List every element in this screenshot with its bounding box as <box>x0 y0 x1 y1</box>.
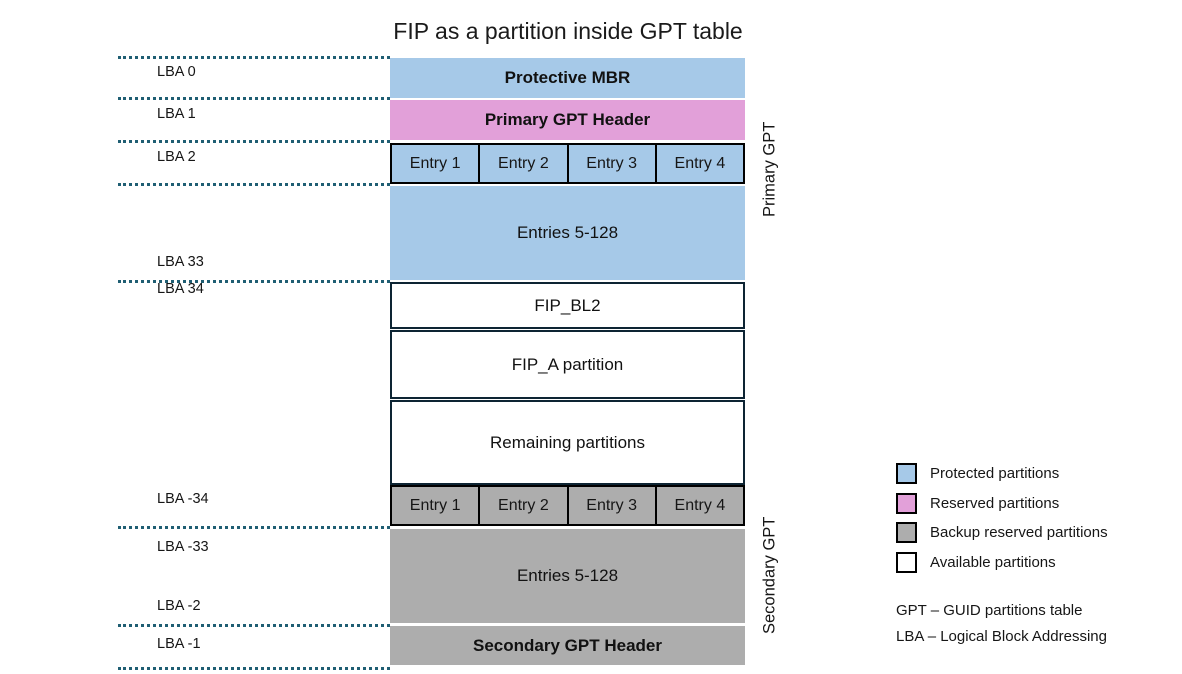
block-entries-5-128-primary: Entries 5-128 <box>390 186 745 280</box>
dotted-separator <box>118 624 390 627</box>
block-fip-a-partition: FIP_A partition <box>390 330 745 399</box>
lba-label-m1: LBA -1 <box>157 636 201 652</box>
legend-swatch-protected <box>896 462 917 484</box>
legend-label: Backup reserved partitions <box>930 523 1108 541</box>
dotted-separator <box>118 183 390 186</box>
legend-item-available: Available partitions <box>896 551 1056 573</box>
legend-swatch-backup <box>896 521 917 543</box>
dotted-separator <box>118 140 390 143</box>
entry-cell: Entry 4 <box>654 145 743 182</box>
entry-row-secondary: Entry 1 Entry 2 Entry 3 Entry 4 <box>390 485 745 526</box>
block-protective-mbr: Protective MBR <box>390 58 745 98</box>
block-primary-gpt-header: Primary GPT Header <box>390 100 745 140</box>
legend-swatch-available <box>896 551 917 573</box>
block-secondary-gpt-header: Secondary GPT Header <box>390 626 745 665</box>
block-fip-bl2: FIP_BL2 <box>390 282 745 329</box>
entry-cell: Entry 3 <box>566 487 655 524</box>
legend-label: Available partitions <box>930 553 1056 571</box>
entry-cell: Entry 2 <box>478 487 567 524</box>
entry-cell: Entry 2 <box>478 145 567 182</box>
entry-cell: Entry 3 <box>566 145 655 182</box>
lba-label-m2: LBA -2 <box>157 598 201 614</box>
dotted-separator <box>118 667 390 670</box>
legend-label: Reserved partitions <box>930 494 1060 512</box>
legend-item-protected: Protected partitions <box>896 462 1059 484</box>
lba-label-33: LBA 33 <box>157 254 204 270</box>
legend-label: Protected partitions <box>930 464 1060 482</box>
block-entries-5-128-secondary: Entries 5-128 <box>390 529 745 623</box>
dotted-separator <box>118 526 390 529</box>
legend-swatch-reserved <box>896 492 917 514</box>
entry-cell: Entry 4 <box>654 487 743 524</box>
secondary-gpt-side-label: Secondary GPT <box>760 516 779 634</box>
abbreviation-gpt: GPT – GUID partitions table <box>896 602 1083 619</box>
dotted-separator <box>118 97 390 100</box>
lba-label-2: LBA 2 <box>157 149 196 165</box>
legend-item-reserved: Reserved partitions <box>896 492 1059 514</box>
entry-cell: Entry 1 <box>392 487 479 524</box>
entry-cell: Entry 1 <box>392 145 479 182</box>
primary-gpt-side-label: Primary GPT <box>760 121 779 218</box>
page-title: FIP as a partition inside GPT table <box>393 18 743 44</box>
block-remaining-partitions: Remaining partitions <box>390 400 745 485</box>
abbreviation-lba: LBA – Logical Block Addressing <box>896 628 1107 645</box>
lba-label-1: LBA 1 <box>157 106 196 122</box>
dotted-separator <box>118 280 390 283</box>
lba-label-m33: LBA -33 <box>157 539 209 555</box>
dotted-separator <box>118 56 390 59</box>
entry-row-primary: Entry 1 Entry 2 Entry 3 Entry 4 <box>390 143 745 184</box>
lba-label-m34: LBA -34 <box>157 491 209 507</box>
lba-label-0: LBA 0 <box>157 64 196 80</box>
legend-item-backup: Backup reserved partitions <box>896 521 1108 543</box>
lba-label-34: LBA 34 <box>157 281 204 297</box>
